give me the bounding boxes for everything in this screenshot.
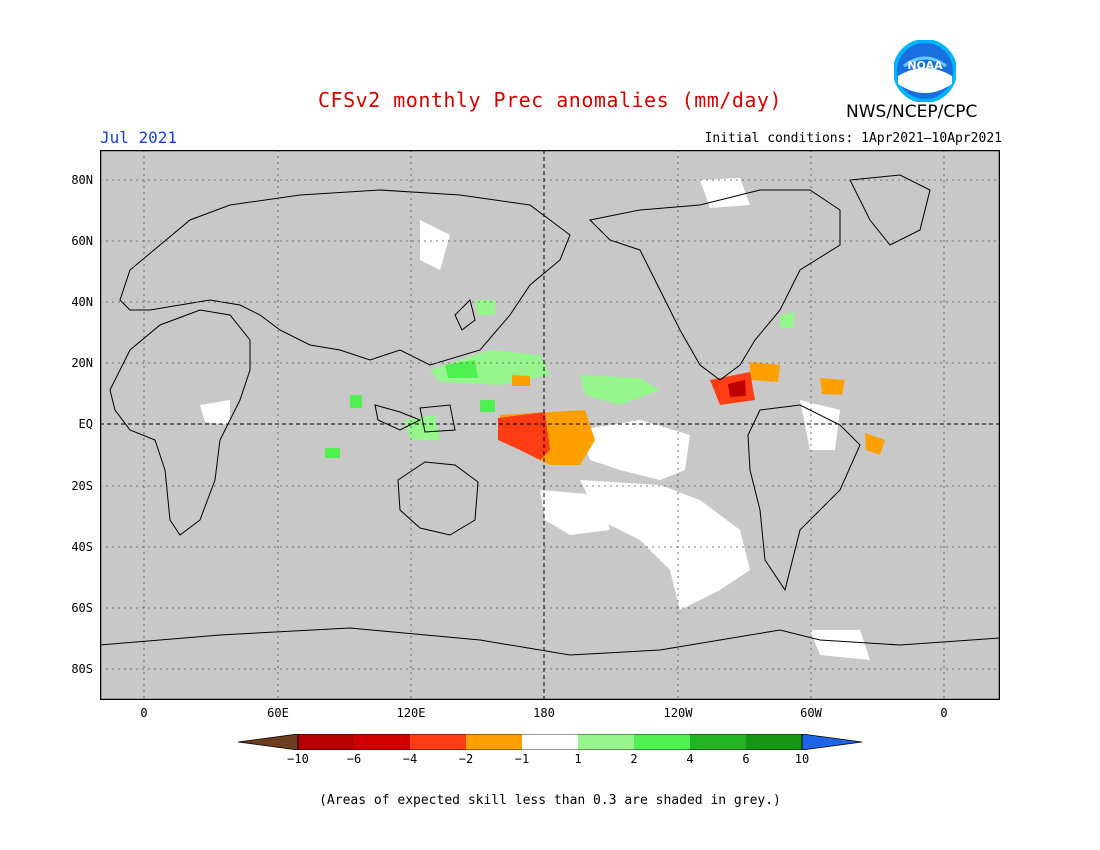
noaa-logo: NOAA <box>894 40 956 102</box>
colorbar-swatch <box>634 734 690 750</box>
colorbar-arrow-right <box>802 734 862 750</box>
initial-conditions: Initial conditions: 1Apr2021–10Apr2021 <box>704 131 1002 146</box>
lon-label: 60E <box>267 706 289 720</box>
colorbar-label: 4 <box>686 752 694 766</box>
colorbar-swatch <box>354 734 410 750</box>
colorbar <box>238 734 862 750</box>
colorbar-swatch <box>298 734 354 750</box>
grid-lines <box>100 150 1000 700</box>
lon-label: 60W <box>800 706 822 720</box>
colorbar-swatch <box>746 734 802 750</box>
colorbar-label: −10 <box>287 752 309 766</box>
anomaly-map <box>100 150 1000 700</box>
colorbar-label: 6 <box>742 752 750 766</box>
forecast-month: Jul 2021 <box>100 128 178 147</box>
colorbar-swatch <box>690 734 746 750</box>
chart-title: CFSv2 monthly Prec anomalies (mm/day) <box>317 88 783 112</box>
colorbar-label: −2 <box>458 752 474 766</box>
colorbar-label: −1 <box>514 752 530 766</box>
colorbar-swatch <box>522 734 578 750</box>
lat-label: 60S <box>71 601 93 615</box>
lat-label: 80S <box>71 662 93 676</box>
colorbar-swatch <box>410 734 466 750</box>
colorbar-swatch <box>466 734 522 750</box>
colorbar-arrow-left <box>238 734 298 750</box>
green-regions <box>325 360 495 458</box>
lon-label: 0 <box>140 706 148 720</box>
colorbar-label: 2 <box>630 752 638 766</box>
lat-label: 40N <box>71 295 93 309</box>
colorbar-label: −4 <box>402 752 418 766</box>
lat-label: 60N <box>71 234 93 248</box>
lon-label: 120E <box>396 706 426 720</box>
lon-label: 0 <box>940 706 948 720</box>
skill-note: (Areas of expected skill less than 0.3 a… <box>319 793 781 808</box>
agency-label: NWS/NCEP/CPC <box>846 102 978 122</box>
colorbar-swatch <box>578 734 634 750</box>
lon-label: 120W <box>663 706 693 720</box>
noaa-logo-text: NOAA <box>907 59 943 72</box>
colorbar-label: 10 <box>794 752 810 766</box>
lat-label: EQ <box>78 417 93 431</box>
dark-red-regions <box>728 380 746 397</box>
white-regions <box>200 178 870 660</box>
lat-label: 80N <box>71 173 93 187</box>
lon-label: 180 <box>533 706 555 720</box>
lat-label: 20S <box>71 479 93 493</box>
lat-label: 20N <box>71 356 93 370</box>
lat-label: 40S <box>71 540 93 554</box>
colorbar-label: 1 <box>574 752 582 766</box>
map-frame <box>100 150 1000 700</box>
colorbar-label: −6 <box>346 752 362 766</box>
